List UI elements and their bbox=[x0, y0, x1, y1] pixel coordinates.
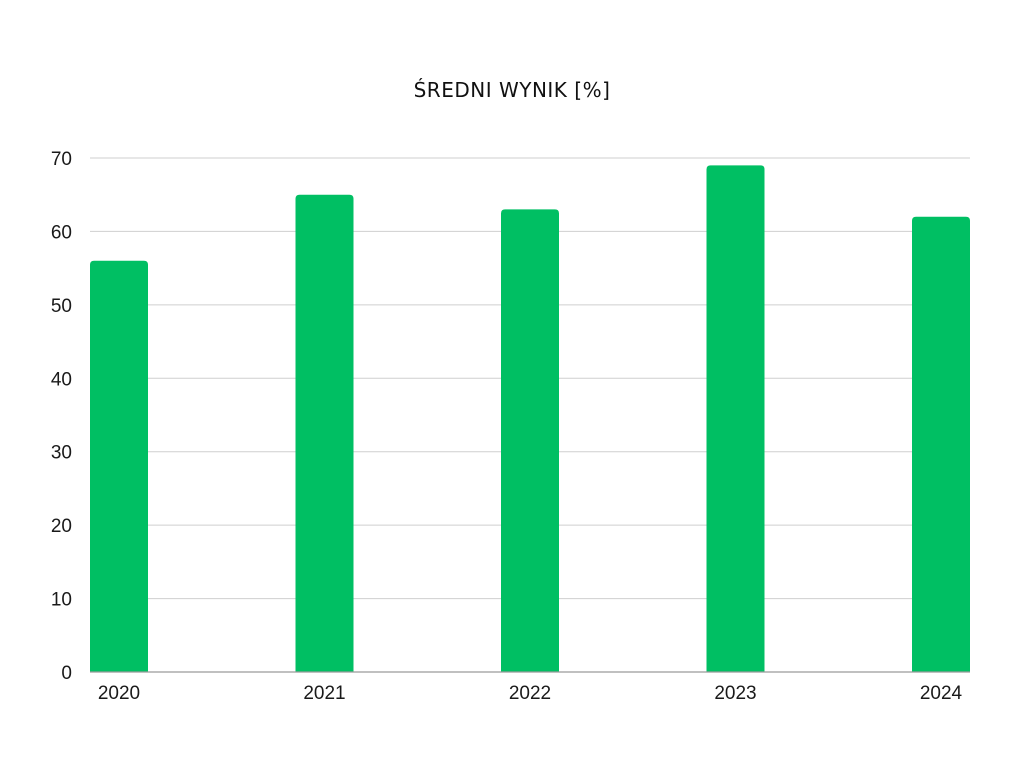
bar-2024 bbox=[912, 216, 970, 672]
bar-2022 bbox=[501, 209, 559, 672]
bars bbox=[90, 165, 970, 673]
bar-2023 bbox=[706, 165, 765, 673]
x-tick-label: 2023 bbox=[714, 683, 756, 704]
chart-title: ŚREDNI WYNIK [%] bbox=[413, 78, 611, 102]
x-tick-label: 2020 bbox=[98, 683, 140, 704]
x-tick-label: 2024 bbox=[920, 683, 963, 704]
x-tick-label: 2021 bbox=[303, 683, 345, 704]
x-tick-labels: 2020 2021 2022 2023 2024 bbox=[98, 683, 963, 704]
y-tick-label: 50 bbox=[51, 296, 72, 317]
y-tick-label: 30 bbox=[51, 443, 72, 464]
y-tick-label: 60 bbox=[51, 222, 72, 243]
x-tick-label: 2022 bbox=[509, 683, 551, 704]
y-tick-labels: 0 10 20 30 40 50 60 70 bbox=[51, 149, 72, 684]
bar-2020 bbox=[90, 260, 148, 672]
y-tick-label: 70 bbox=[51, 149, 72, 170]
y-tick-label: 0 bbox=[61, 663, 72, 684]
y-tick-label: 10 bbox=[51, 590, 72, 611]
y-tick-label: 40 bbox=[51, 369, 72, 390]
y-tick-label: 20 bbox=[51, 516, 72, 537]
bar-2021 bbox=[295, 194, 354, 672]
